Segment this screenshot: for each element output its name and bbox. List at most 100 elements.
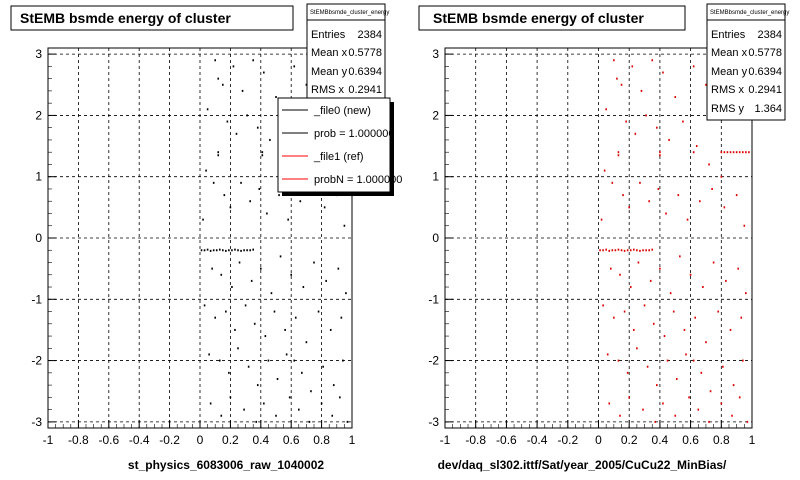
right-data-point	[645, 249, 647, 252]
left-data-point	[332, 384, 335, 387]
left-data-point	[202, 218, 204, 221]
right-points	[599, 59, 750, 423]
right-data-point	[611, 249, 614, 252]
left-x-tick-label: -0.4	[129, 433, 150, 447]
right-data-point	[646, 365, 649, 368]
right-data-point	[620, 83, 623, 86]
right-data-point	[665, 212, 667, 215]
right-data-point	[639, 249, 641, 252]
left-data-point	[231, 249, 233, 252]
left-data-point	[298, 408, 300, 411]
right-data-point	[692, 65, 695, 68]
right-data-point	[740, 316, 743, 319]
right-data-point	[651, 59, 654, 62]
left-data-point	[320, 402, 323, 405]
right-data-point	[611, 181, 614, 184]
left-data-point	[337, 267, 340, 270]
left-data-point	[279, 255, 282, 258]
right-data-point	[634, 132, 637, 135]
right-data-point	[732, 151, 735, 154]
left-data-point	[240, 249, 242, 252]
left-x-tick-label: 0.6	[283, 433, 300, 447]
right-data-point	[605, 248, 607, 251]
left-data-point	[342, 359, 344, 362]
right-data-point	[708, 163, 710, 166]
right-data-point	[616, 77, 618, 80]
right-data-point	[697, 408, 700, 411]
right-data-point	[708, 420, 710, 423]
right-x-tick-label: -1	[440, 433, 451, 447]
right-data-point	[617, 154, 620, 157]
left-data-point	[305, 83, 308, 86]
right-data-point	[705, 83, 707, 86]
right-x-tick-label: 0.4	[652, 433, 669, 447]
right-y-tick-label: 3	[432, 47, 439, 61]
left-data-point	[313, 261, 315, 264]
left-data-point	[293, 359, 296, 362]
left-data-point	[339, 396, 341, 399]
left-data-point	[234, 328, 236, 331]
right-data-point	[720, 175, 723, 178]
right-data-point	[602, 249, 604, 252]
legend-label-probn: probN = 1.000000	[314, 174, 402, 186]
right-data-point	[620, 249, 623, 252]
right-data-point	[689, 273, 692, 276]
left-x-tick-label: 0.8	[313, 433, 330, 447]
right-plot-frame	[444, 47, 753, 429]
left-data-point	[229, 206, 232, 209]
right-x-caption: dev/daq_sl302.ittf/Sat/year_2005/CuCu22_…	[438, 458, 727, 472]
left-data-point	[252, 59, 254, 62]
left-data-point	[331, 414, 334, 417]
right-data-point	[711, 187, 713, 190]
right-data-point	[622, 194, 624, 197]
right-data-point	[723, 151, 726, 154]
left-data-point	[229, 396, 232, 399]
right-data-point	[651, 248, 654, 251]
right-stat-value-entries: 2384	[758, 29, 782, 41]
left-data-point	[267, 359, 270, 362]
right-data-point	[695, 145, 698, 148]
right-data-point	[636, 347, 638, 350]
right-data-point	[648, 200, 650, 203]
right-data-point	[717, 310, 720, 313]
right-data-point	[672, 310, 675, 313]
left-data-point	[346, 420, 349, 423]
right-data-point	[686, 218, 689, 221]
right-stat-label-rms-x: RMS x	[711, 84, 745, 96]
left-y-tick-label: 3	[35, 47, 42, 61]
right-data-point	[735, 151, 738, 154]
left-x-tick-label: 0.2	[222, 433, 239, 447]
left-data-point	[263, 71, 265, 74]
left-data-point	[275, 96, 277, 99]
left-stat-value-mean-x: 0.5778	[348, 47, 382, 59]
left-data-point	[285, 353, 288, 356]
right-data-point	[652, 322, 655, 325]
left-x-tick-label: -1	[43, 433, 54, 447]
left-data-point	[209, 249, 212, 252]
right-stat-value-mean-y: 0.6394	[748, 66, 782, 78]
right-data-point	[617, 151, 620, 154]
right-data-point	[643, 304, 646, 307]
left-data-point	[249, 200, 251, 203]
right-x-tick-label: 1	[749, 433, 756, 447]
right-data-point	[619, 414, 621, 417]
right-data-point	[731, 414, 733, 417]
right-data-point	[659, 267, 661, 270]
right-data-point	[599, 249, 601, 252]
left-data-point	[273, 310, 276, 313]
left-data-point	[345, 292, 347, 295]
left-y-tick-label: 2	[35, 108, 42, 122]
left-data-point	[322, 365, 324, 368]
right-data-point	[669, 292, 672, 295]
right-data-point	[605, 108, 607, 111]
right-stats-name: StEMBbsmde_cluster_energy	[710, 10, 789, 16]
left-data-point	[208, 353, 210, 356]
left-data-point	[275, 414, 277, 417]
left-data-point	[301, 371, 303, 374]
left-data-point	[243, 408, 245, 411]
right-data-point	[699, 200, 701, 203]
right-stat-value-rms-x: 0.2941	[748, 84, 782, 96]
right-data-point	[692, 151, 695, 154]
left-data-point	[340, 316, 343, 319]
left-data-point	[293, 65, 296, 68]
